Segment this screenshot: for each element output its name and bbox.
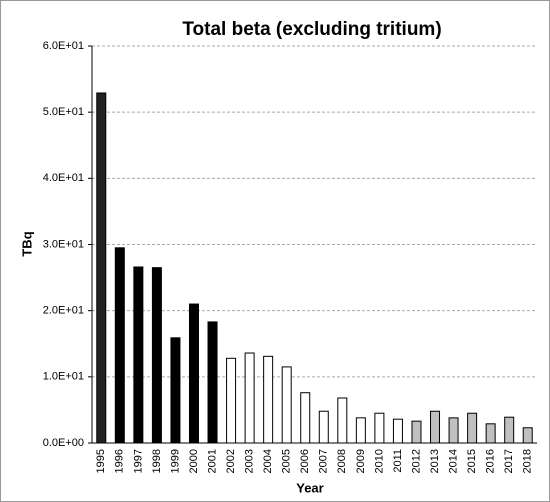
x-tick-label: 2009 [355,449,367,473]
y-tick-label: 0.0E+00 [43,437,84,449]
x-tick-label: 2000 [188,449,200,473]
x-tick-label: 2012 [410,449,422,473]
bar [522,427,533,444]
y-tick-label: 2.0E+01 [43,305,84,317]
x-tick-label: 1999 [169,449,181,473]
bar [263,355,274,444]
bar [96,92,107,444]
x-tick-label: 2003 [244,449,256,473]
bar [281,366,292,444]
x-tick-label: 2017 [503,449,515,473]
y-tick-label: 3.0E+01 [43,238,84,250]
x-tick-label: 2014 [447,449,459,473]
bar [504,416,515,444]
x-tick-label: 1998 [151,449,163,473]
x-axis-title: Year [296,480,323,495]
x-tick-label: 2008 [336,449,348,473]
bar [448,417,459,444]
x-tick-label: 2016 [485,449,497,473]
x-tick-label: 2002 [225,449,237,473]
bar [430,410,441,444]
y-axis-title: TBq [19,231,34,256]
bar [133,266,144,444]
bar [467,412,478,444]
chart-title: Total beta (excluding tritium) [182,19,441,40]
bar [337,397,348,444]
bar [318,410,329,444]
x-tick-label: 2013 [429,449,441,473]
bar [485,423,496,444]
x-tick-label: 2004 [262,449,274,473]
bar [374,412,385,444]
x-tick-label: 2015 [466,449,478,473]
bar [170,337,181,444]
bar [300,392,311,444]
y-tick-label: 6.0E+01 [43,40,84,52]
bar [226,357,237,444]
x-tick-label: 2006 [299,449,311,473]
bar [244,352,255,444]
bar [188,303,199,444]
y-tick-label: 1.0E+01 [43,371,84,383]
x-tick-label: 1996 [114,449,126,473]
bar [207,321,218,444]
bar [411,420,422,444]
x-tick-label: 2001 [206,449,218,473]
bar [114,247,125,444]
bar [151,267,162,444]
bar [392,418,403,444]
y-tick-label: 4.0E+01 [43,172,84,184]
x-tick-label: 2018 [522,449,534,473]
x-tick-label: 1997 [132,449,144,473]
x-tick-label: 2011 [392,449,404,473]
x-tick-label: 2005 [281,449,293,473]
x-tick-label: 1995 [95,449,107,473]
x-tick-label: 2010 [373,449,385,473]
bar [355,417,366,444]
x-tick-label: 2007 [318,449,330,473]
y-tick-label: 5.0E+01 [43,106,84,118]
